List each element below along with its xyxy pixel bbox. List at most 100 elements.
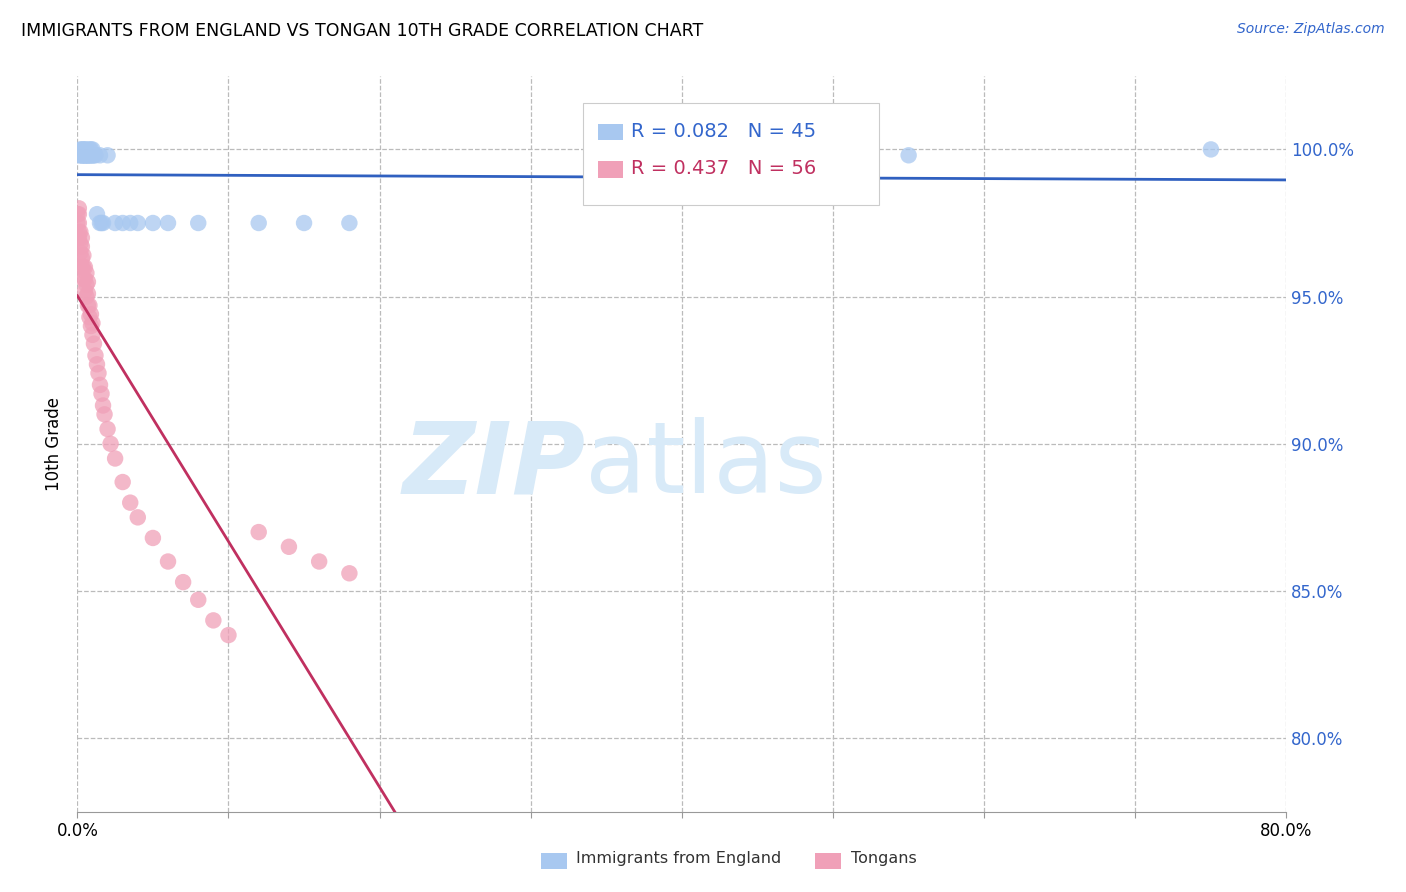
- Point: [79, 298, 101, 312]
- Point: [308, 554, 330, 568]
- Point: [69, 236, 91, 251]
- Point: [82, 148, 104, 162]
- Point: [86, 207, 108, 221]
- Point: [70, 142, 93, 156]
- Point: [73, 272, 96, 286]
- Point: [83, 148, 105, 162]
- Point: [82, 142, 104, 156]
- Point: [77, 148, 100, 162]
- Point: [100, 436, 122, 450]
- Point: [96, 422, 118, 436]
- Point: [93, 407, 115, 421]
- Point: [67, 216, 90, 230]
- Text: IMMIGRANTS FROM ENGLAND VS TONGAN 10TH GRADE CORRELATION CHART: IMMIGRANTS FROM ENGLAND VS TONGAN 10TH G…: [21, 22, 703, 40]
- Point: [69, 245, 91, 260]
- Text: R = 0.082   N = 45: R = 0.082 N = 45: [631, 121, 817, 141]
- Point: [86, 357, 108, 371]
- Point: [337, 566, 360, 581]
- Point: [127, 510, 149, 524]
- Point: [91, 399, 114, 413]
- Point: [72, 148, 94, 162]
- Point: [73, 284, 96, 298]
- Point: [77, 286, 100, 301]
- Point: [70, 148, 93, 162]
- Point: [72, 148, 94, 162]
- Point: [82, 148, 104, 162]
- Point: [67, 148, 90, 162]
- Point: [1199, 142, 1222, 156]
- Point: [89, 148, 111, 162]
- Point: [79, 148, 101, 162]
- Point: [187, 592, 209, 607]
- Point: [80, 142, 103, 156]
- Point: [69, 142, 91, 156]
- Point: [104, 451, 127, 466]
- Point: [79, 310, 101, 325]
- Point: [79, 142, 101, 156]
- Point: [90, 216, 112, 230]
- Point: [69, 225, 91, 239]
- Point: [80, 318, 103, 333]
- Point: [247, 216, 270, 230]
- Point: [67, 201, 90, 215]
- Point: [120, 495, 142, 509]
- Point: [79, 148, 101, 162]
- Point: [77, 148, 100, 162]
- Point: [83, 336, 105, 351]
- Point: [66, 207, 89, 221]
- Point: [142, 531, 165, 545]
- Point: [247, 524, 270, 539]
- Point: [73, 142, 96, 156]
- Text: Tongans: Tongans: [851, 851, 917, 865]
- Point: [72, 248, 94, 262]
- Point: [172, 575, 194, 590]
- Point: [75, 142, 97, 156]
- Point: [72, 260, 94, 274]
- Point: [142, 216, 165, 230]
- Point: [75, 266, 97, 280]
- Y-axis label: 10th Grade: 10th Grade: [45, 397, 63, 491]
- Point: [70, 239, 93, 253]
- Point: [120, 216, 142, 230]
- Text: R = 0.437   N = 56: R = 0.437 N = 56: [631, 159, 817, 178]
- Point: [75, 148, 97, 162]
- Point: [91, 216, 114, 230]
- Point: [337, 216, 360, 230]
- Point: [897, 148, 920, 162]
- Point: [80, 307, 103, 321]
- Point: [75, 277, 97, 292]
- Point: [75, 148, 97, 162]
- Point: [69, 148, 91, 162]
- Point: [202, 614, 225, 628]
- Text: Immigrants from England: Immigrants from England: [576, 851, 782, 865]
- Point: [73, 148, 96, 162]
- Point: [70, 252, 93, 266]
- Point: [90, 386, 112, 401]
- Point: [67, 207, 90, 221]
- Text: Source: ZipAtlas.com: Source: ZipAtlas.com: [1237, 22, 1385, 37]
- Point: [67, 230, 90, 244]
- Point: [66, 216, 89, 230]
- Point: [73, 260, 96, 274]
- Text: ZIP: ZIP: [402, 417, 585, 515]
- Point: [157, 554, 180, 568]
- Point: [73, 148, 96, 162]
- Point: [82, 327, 104, 342]
- Point: [111, 216, 134, 230]
- Point: [218, 628, 240, 642]
- Point: [127, 216, 149, 230]
- Point: [75, 289, 97, 303]
- Point: [70, 148, 93, 162]
- Point: [82, 316, 104, 330]
- Point: [89, 377, 111, 392]
- Point: [72, 272, 94, 286]
- Point: [89, 216, 111, 230]
- Point: [70, 260, 93, 274]
- Point: [77, 275, 100, 289]
- Point: [87, 366, 110, 380]
- Point: [278, 540, 301, 554]
- Point: [84, 148, 107, 162]
- Point: [187, 216, 209, 230]
- Point: [70, 230, 93, 244]
- Point: [292, 216, 315, 230]
